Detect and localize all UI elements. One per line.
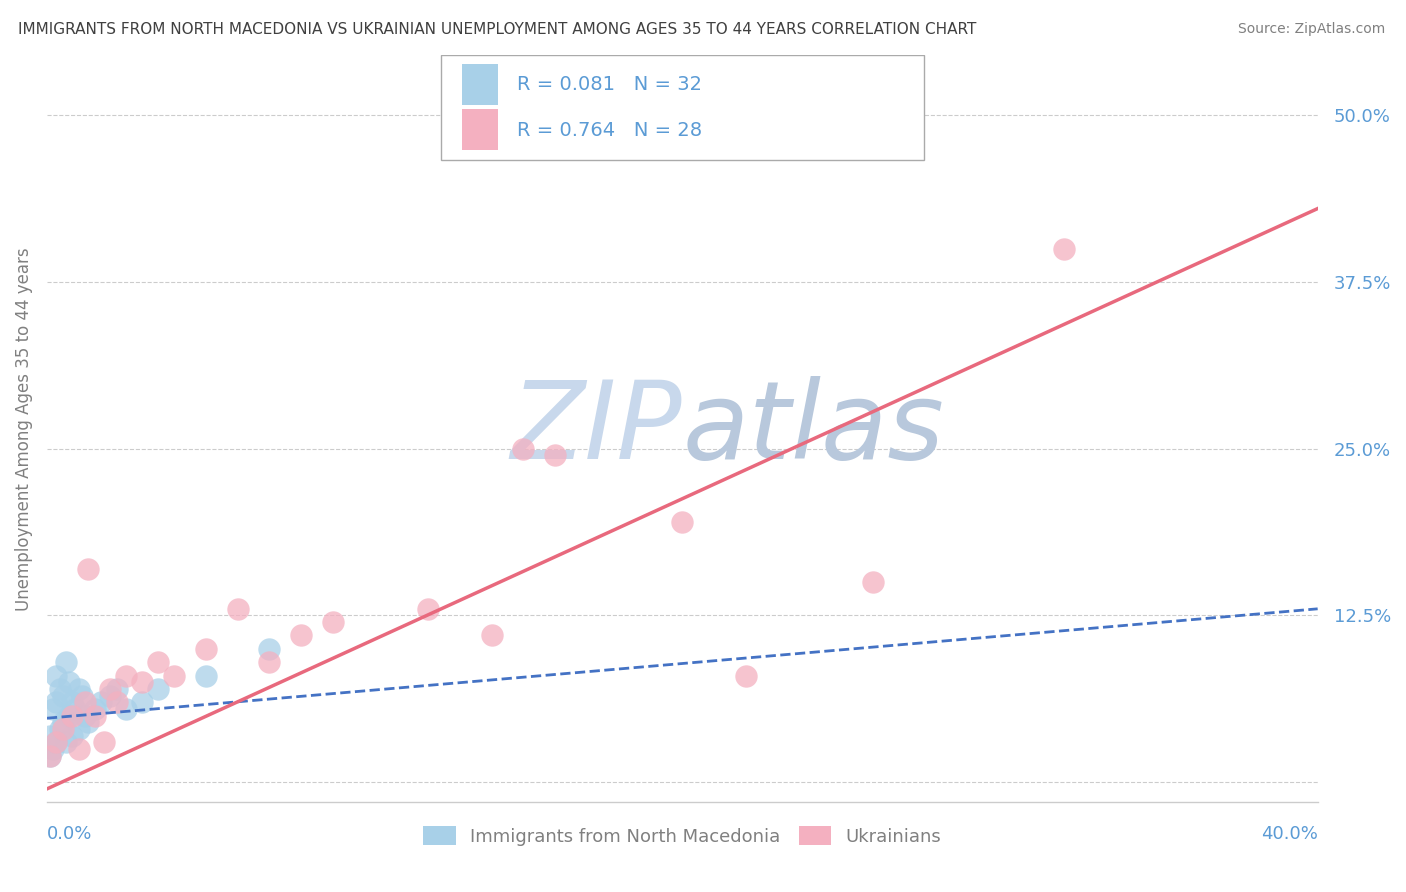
- Point: [77, 715, 100, 730]
- FancyBboxPatch shape: [463, 63, 498, 104]
- Point: [52, 689, 75, 703]
- Text: 40.0%: 40.0%: [1261, 825, 1317, 843]
- Point: [39, 729, 62, 743]
- Point: [73, 708, 96, 723]
- Point: [226, 602, 249, 616]
- Point: [90, 695, 112, 709]
- Point: [512, 442, 534, 456]
- Point: [105, 695, 128, 709]
- Text: Source: ZipAtlas.com: Source: ZipAtlas.com: [1237, 22, 1385, 37]
- Point: [146, 655, 169, 669]
- Text: ZIP: ZIP: [510, 376, 682, 481]
- Point: [671, 515, 693, 529]
- Point: [67, 742, 90, 756]
- Point: [60, 729, 83, 743]
- FancyBboxPatch shape: [463, 110, 498, 151]
- Point: [58, 675, 80, 690]
- Point: [48, 681, 70, 696]
- Legend: Immigrants from North Macedonia, Ukrainians: Immigrants from North Macedonia, Ukraini…: [423, 826, 941, 846]
- Point: [77, 562, 100, 576]
- Point: [131, 695, 153, 709]
- Point: [481, 628, 503, 642]
- Y-axis label: Unemployment Among Ages 35 to 44 years: Unemployment Among Ages 35 to 44 years: [15, 247, 32, 610]
- Text: atlas: atlas: [682, 376, 945, 481]
- Point: [416, 602, 439, 616]
- Text: R = 0.081   N = 32: R = 0.081 N = 32: [517, 75, 702, 94]
- Point: [55, 655, 77, 669]
- Point: [93, 735, 115, 749]
- Point: [100, 689, 122, 703]
- Point: [194, 641, 217, 656]
- Point: [163, 668, 186, 682]
- Text: IMMIGRANTS FROM NORTH MACEDONIA VS UKRAINIAN UNEMPLOYMENT AMONG AGES 35 TO 44 YE: IMMIGRANTS FROM NORTH MACEDONIA VS UKRAI…: [18, 22, 977, 37]
- Point: [83, 708, 105, 723]
- Point: [115, 668, 138, 682]
- Point: [52, 722, 75, 736]
- Point: [58, 708, 80, 723]
- Point: [67, 681, 90, 696]
- Text: R = 0.764   N = 28: R = 0.764 N = 28: [517, 120, 702, 140]
- Point: [734, 668, 756, 682]
- Point: [39, 748, 62, 763]
- Point: [45, 735, 67, 749]
- Point: [194, 668, 217, 682]
- Point: [105, 681, 128, 696]
- Point: [65, 702, 87, 716]
- Point: [70, 689, 93, 703]
- Point: [45, 695, 67, 709]
- Point: [131, 675, 153, 690]
- Text: 0.0%: 0.0%: [46, 825, 93, 843]
- Point: [544, 449, 567, 463]
- Point: [259, 655, 281, 669]
- Point: [862, 575, 884, 590]
- Point: [55, 735, 77, 749]
- Point: [45, 735, 67, 749]
- Point: [48, 722, 70, 736]
- Point: [290, 628, 312, 642]
- Point: [67, 722, 90, 736]
- Point: [52, 715, 75, 730]
- Point: [322, 615, 344, 629]
- Point: [73, 695, 96, 709]
- Point: [146, 681, 169, 696]
- Point: [60, 708, 83, 723]
- FancyBboxPatch shape: [441, 55, 924, 160]
- Point: [115, 702, 138, 716]
- Point: [45, 668, 67, 682]
- Point: [39, 748, 62, 763]
- Point: [100, 681, 122, 696]
- Point: [42, 742, 65, 756]
- Point: [60, 695, 83, 709]
- Point: [1052, 242, 1074, 256]
- Point: [83, 702, 105, 716]
- Point: [259, 641, 281, 656]
- Point: [42, 702, 65, 716]
